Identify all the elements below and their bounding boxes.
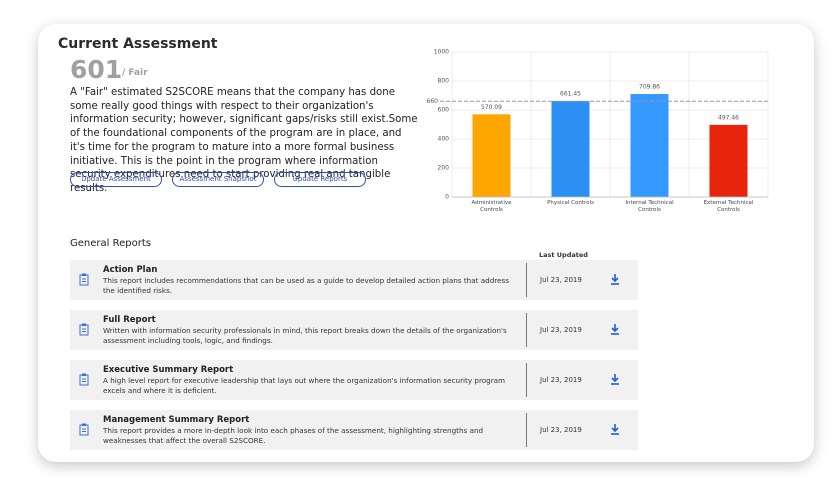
report-title: Action Plan (103, 265, 158, 275)
document-icon (79, 323, 89, 336)
x-tick-label: Physical Controls (547, 200, 594, 206)
download-button[interactable] (610, 324, 620, 335)
download-button[interactable] (610, 274, 620, 285)
report-date: Jul 23, 2019 (540, 326, 582, 334)
y-tick-label: 400 (438, 136, 450, 143)
report-row: Full Report Written with information sec… (70, 310, 638, 350)
report-title: Full Report (103, 315, 156, 325)
y-tick-label: 0 (445, 194, 449, 201)
title: Current Assessment (58, 36, 218, 52)
value-label: 661.45 (560, 91, 581, 98)
bar (630, 94, 669, 197)
bar (551, 101, 590, 197)
bar (472, 114, 511, 197)
report-row: Action Plan This report includes recomme… (70, 260, 638, 300)
y-tick-label: 200 (438, 165, 450, 172)
value-label: 570.09 (481, 104, 502, 111)
button[interactable]: Update Reports (274, 172, 366, 187)
value-label: 497.46 (718, 114, 739, 121)
report-description: A high level report for executive leader… (103, 376, 506, 395)
button[interactable]: Assessment Snapshot (172, 172, 264, 187)
document-icon (79, 273, 89, 286)
report-row: Management Summary Report This report pr… (70, 410, 638, 450)
y-tick-label: 800 (438, 78, 450, 85)
chart: 0 200 400 600 800 1000 570.09 661.45 709.86 497.4… (427, 49, 769, 201)
download-button[interactable] (610, 374, 620, 385)
document-icon (79, 373, 89, 386)
divider (526, 413, 527, 447)
divider (526, 263, 527, 297)
value-label: 709.86 (639, 84, 660, 91)
reference-label: 660 (427, 98, 439, 105)
report-title: Executive Summary Report (103, 365, 234, 375)
x-tick-label: Internal Technical Controls (625, 200, 674, 213)
column-header: Last Updated (539, 251, 588, 259)
report-title: Management Summary Report (103, 415, 250, 425)
divider (526, 313, 527, 347)
rating: / Fair (122, 68, 148, 78)
button[interactable]: Update Assessment (70, 172, 162, 187)
report-description: This report includes recommendations tha… (103, 276, 509, 295)
section-title: General Reports (70, 238, 151, 249)
description: A "Fair" estimated S2SCORE means that th… (70, 87, 418, 194)
y-tick-label: 1000 (434, 49, 449, 56)
score: 601 (70, 55, 123, 84)
x-tick-label: External Technical Controls (703, 200, 754, 213)
document-icon (79, 423, 89, 436)
report-row: Executive Summary Report A high level re… (70, 360, 638, 400)
report-date: Jul 23, 2019 (540, 276, 582, 284)
report-date: Jul 23, 2019 (540, 376, 582, 384)
divider (526, 363, 527, 397)
bar (709, 124, 748, 197)
report-date: Jul 23, 2019 (540, 426, 582, 434)
report-description: This report provides a more in-depth loo… (103, 426, 484, 445)
download-button[interactable] (610, 424, 620, 435)
x-tick-label: Administrative Controls (471, 200, 512, 213)
y-tick-label: 600 (438, 107, 450, 114)
report-description: Written with information security profes… (103, 326, 507, 345)
